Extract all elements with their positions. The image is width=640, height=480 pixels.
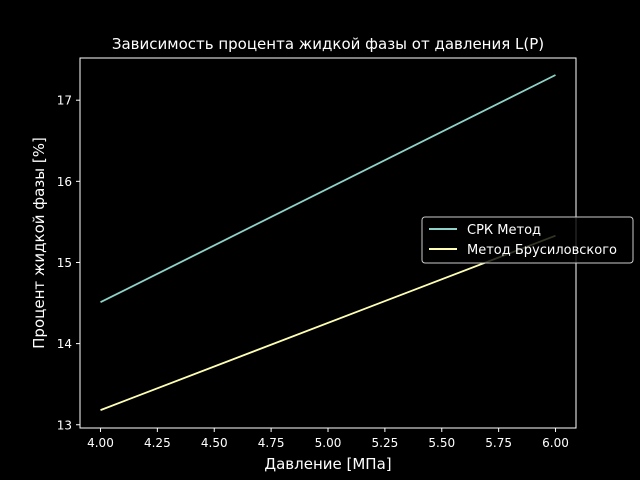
- x-tick-label: 5.50: [428, 436, 455, 450]
- legend: СРК Метод Метод Брусиловского: [421, 216, 634, 264]
- y-axis-label: Процент жидкой фазы [%]: [30, 137, 48, 349]
- y-tick-label: 13: [57, 418, 72, 432]
- y-tick-label: 15: [57, 256, 72, 270]
- series-line-0: [100, 74, 556, 304]
- y-axis-ticks: 13 14 15 16 17: [57, 94, 80, 432]
- x-tick-label: 5.25: [372, 436, 399, 450]
- legend-box: [421, 216, 634, 264]
- x-tick-label: 4.00: [87, 436, 114, 450]
- x-axis-label: Давление [МПа]: [264, 455, 391, 473]
- legend-label-srk: СРК Метод: [467, 223, 541, 238]
- x-tick-label: 5.00: [315, 436, 342, 450]
- chart-title: Зависимость процента жидкой фазы от давл…: [112, 35, 544, 53]
- x-tick-label: 6.00: [542, 436, 569, 450]
- x-tick-label: 4.25: [144, 436, 171, 450]
- x-tick-label: 4.50: [201, 436, 228, 450]
- y-tick-label: 14: [57, 337, 72, 351]
- y-tick-label: 16: [57, 175, 72, 189]
- x-axis-ticks: 4.00 4.25 4.50 4.75 5.00 5.25 5.50 5.75 6.00: [87, 428, 569, 450]
- legend-label-brusilovsky: Метод Брусиловского: [467, 243, 617, 258]
- x-tick-label: 4.75: [258, 436, 285, 450]
- plot-lines: [100, 74, 556, 411]
- series-line-1: [100, 234, 556, 411]
- x-tick-label: 5.75: [485, 436, 512, 450]
- y-tick-label: 17: [57, 94, 72, 108]
